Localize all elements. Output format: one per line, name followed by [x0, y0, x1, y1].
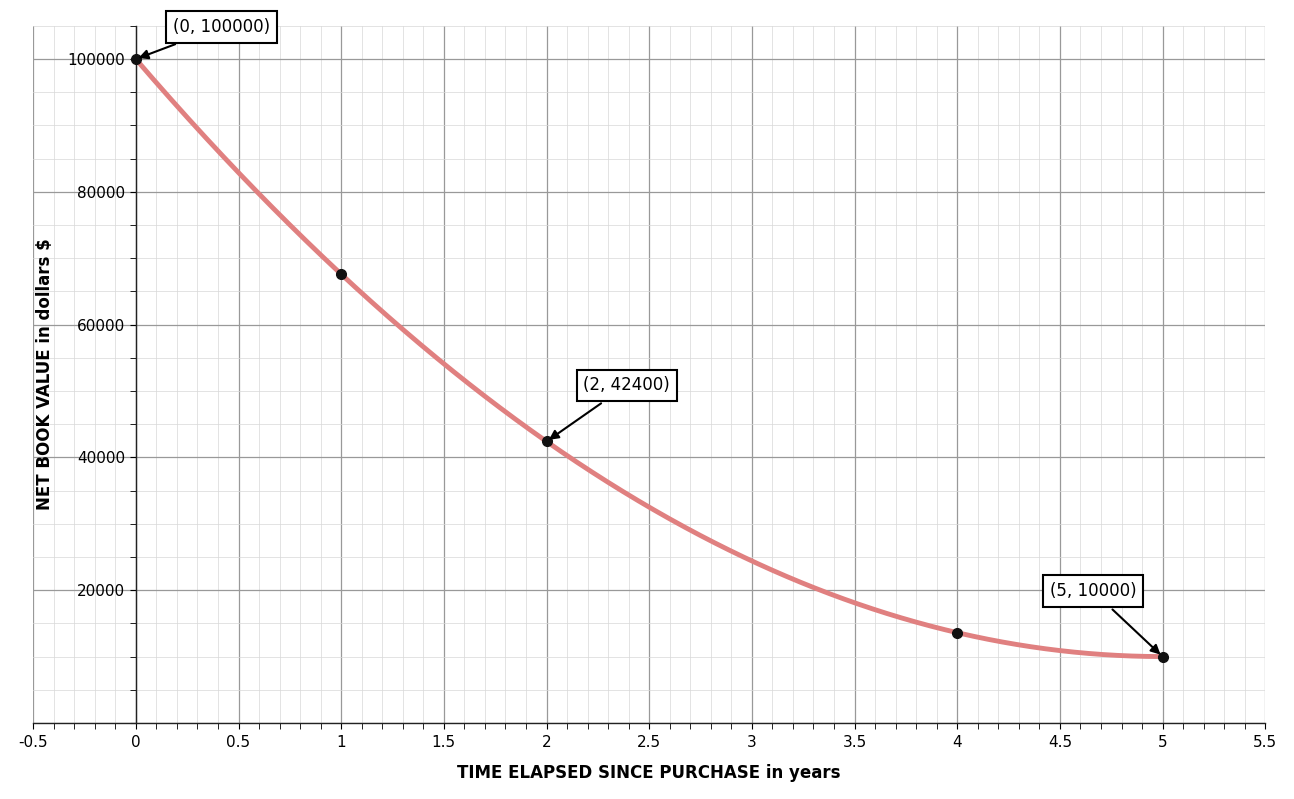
Text: (2, 42400): (2, 42400) — [551, 376, 670, 439]
Y-axis label: NET BOOK VALUE in dollars $: NET BOOK VALUE in dollars $ — [36, 239, 54, 511]
Text: (0, 100000): (0, 100000) — [141, 18, 270, 58]
Text: (5, 10000): (5, 10000) — [1049, 582, 1159, 653]
X-axis label: TIME ELAPSED SINCE PURCHASE in years: TIME ELAPSED SINCE PURCHASE in years — [458, 765, 841, 782]
